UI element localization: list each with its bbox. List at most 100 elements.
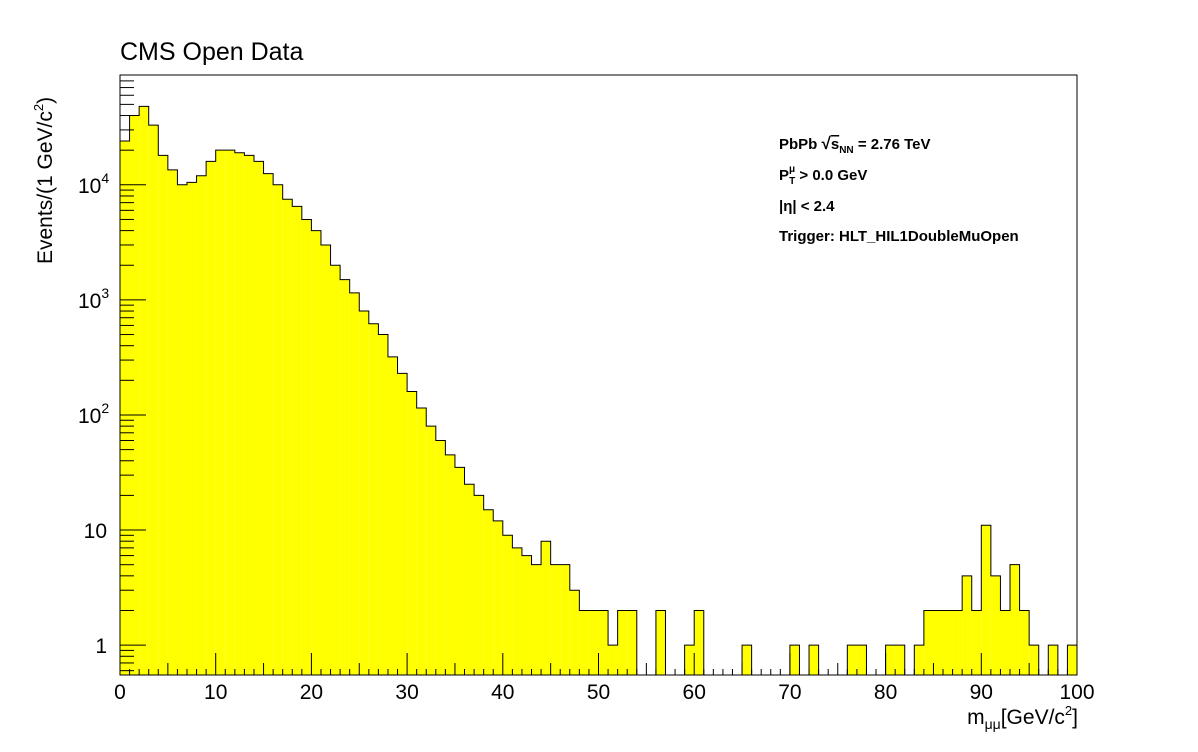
y-tick-label: 103 <box>78 285 109 313</box>
histogram-outline <box>119 105 1078 676</box>
histogram-bar <box>512 547 522 675</box>
histogram-bar <box>311 230 321 675</box>
histogram-bar <box>655 610 666 675</box>
y-tick-label: 1 <box>95 635 107 658</box>
x-tick-label: 10 <box>204 681 227 704</box>
histogram-bar <box>263 173 274 675</box>
histogram-bar <box>225 150 235 675</box>
histogram-bar <box>368 323 379 675</box>
histogram-bar <box>349 292 360 675</box>
histogram-bar <box>1048 645 1058 675</box>
histogram-bar <box>253 161 264 675</box>
x-tick-label: 40 <box>491 681 514 704</box>
histogram-bar <box>407 391 417 675</box>
histogram-bar <box>981 525 991 675</box>
histogram-bar <box>464 484 475 675</box>
histogram-bar <box>320 244 331 676</box>
x-tick-label: 80 <box>874 681 897 704</box>
y-axis-label-main: Events/(1 GeV/c <box>34 111 57 264</box>
histogram-bar <box>273 184 283 675</box>
histogram-bar <box>579 610 589 675</box>
x-axis-label-unit-sup: 2 <box>1065 703 1072 718</box>
histogram-bar <box>206 161 216 675</box>
histogram-bar <box>560 564 570 675</box>
pt-sup: μ <box>789 164 795 175</box>
histogram-bar <box>196 175 207 675</box>
histogram-bar <box>139 106 149 676</box>
histogram-bar <box>177 184 187 675</box>
histogram-bar <box>990 575 1001 675</box>
histogram-bar <box>129 115 140 676</box>
y-axis-label-sup: 2 <box>31 104 46 111</box>
histogram-bar <box>445 454 455 675</box>
x-tick-label: 0 <box>114 681 126 704</box>
histogram-bar <box>1029 645 1039 675</box>
histogram-bar <box>158 155 168 676</box>
histogram-bar <box>885 645 896 675</box>
histogram-bar <box>1067 645 1077 675</box>
histogram-bar <box>962 575 972 675</box>
histogram-bar <box>120 141 130 676</box>
y-tick-label: 104 <box>78 170 109 198</box>
histogram-bar <box>933 610 944 675</box>
histogram-bar <box>1019 610 1030 675</box>
histogram-bar <box>531 564 542 675</box>
histogram-bar <box>550 564 561 675</box>
y-tick-label: 10 <box>84 520 107 543</box>
x-tick-label: 20 <box>300 681 323 704</box>
x-tick-label: 70 <box>778 681 801 704</box>
x-tick-label: 30 <box>395 681 418 704</box>
histogram-bar <box>847 645 857 675</box>
histogram-bar <box>167 169 178 675</box>
histogram-bar <box>971 610 982 675</box>
x-axis: 0 10 20 30 40 50 60 70 80 90 100 <box>114 653 1095 704</box>
histogram-bar <box>426 426 436 675</box>
histogram-bar <box>397 373 408 675</box>
annotation-eta: |η| < 2.4 <box>779 198 835 215</box>
histogram-bar <box>1010 564 1020 675</box>
histogram-bar <box>186 182 197 675</box>
histogram-bar <box>301 219 312 676</box>
histogram-bar <box>244 155 254 676</box>
histogram-bar <box>234 152 245 676</box>
histogram-bar <box>856 645 867 675</box>
histogram-bar <box>521 555 532 675</box>
x-tick-label: 60 <box>683 681 706 704</box>
histogram-bar <box>416 407 427 675</box>
histogram-bar <box>684 645 695 675</box>
y-axis: 1 10 102 103 104 <box>78 74 146 672</box>
chart-title: CMS Open Data <box>120 38 304 66</box>
x-axis-label-close: ] <box>1072 706 1078 729</box>
histogram-bar <box>789 645 800 675</box>
histogram-bar <box>617 610 628 675</box>
x-tick-label: 50 <box>587 681 610 704</box>
histogram-bar <box>608 645 618 675</box>
annotation-trigger: Trigger: HLT_HIL1DoubleMuOpen <box>779 228 1019 245</box>
sqrt-symbol: √ <box>822 134 832 153</box>
histogram-bar <box>502 535 513 675</box>
histogram-bar <box>541 541 551 675</box>
sqrt-s: s <box>831 136 839 153</box>
sqrt-s-sub: NN <box>839 145 853 156</box>
histogram-bar <box>1000 610 1011 675</box>
histogram-bar <box>923 610 934 675</box>
histogram-bar <box>627 610 637 675</box>
histogram-bar <box>454 467 465 675</box>
histogram-bar <box>483 509 494 675</box>
histogram-bar <box>215 150 226 675</box>
histogram-bar <box>292 206 302 675</box>
histogram-bar <box>282 199 293 675</box>
histogram-bar <box>809 645 819 675</box>
histogram-bar <box>952 610 963 675</box>
y-axis-label-close: ) <box>34 97 57 104</box>
pt-sub: T <box>789 176 795 187</box>
x-axis-label-unit: [GeV/c <box>1001 706 1065 729</box>
histogram-bar <box>943 610 953 675</box>
histogram-bar <box>588 610 599 675</box>
histogram-bar <box>598 610 609 675</box>
x-axis-label-sub: μμ <box>985 716 1001 732</box>
histogram-bar <box>387 356 398 675</box>
histogram-bar <box>694 610 704 675</box>
histogram-bar <box>914 645 924 675</box>
